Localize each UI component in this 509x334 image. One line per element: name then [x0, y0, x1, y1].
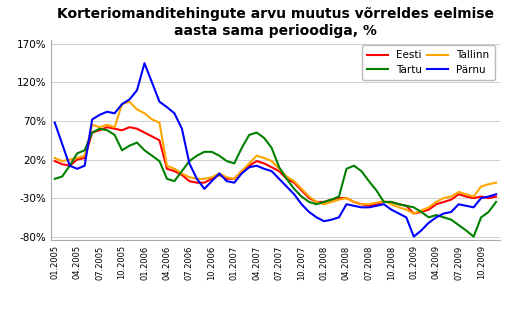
Pärnu	[141, 61, 147, 65]
Line: Tartu: Tartu	[54, 129, 495, 236]
Tartu	[201, 150, 207, 154]
Tartu	[492, 200, 498, 204]
Eesti	[410, 211, 416, 215]
Tallinn	[186, 175, 192, 179]
Pärnu	[201, 187, 207, 191]
Tartu	[171, 179, 177, 183]
Eesti	[104, 125, 110, 129]
Eesti	[335, 196, 342, 200]
Tallinn	[171, 167, 177, 171]
Pärnu	[126, 98, 132, 102]
Line: Tallinn: Tallinn	[54, 102, 495, 213]
Eesti	[201, 181, 207, 185]
Eesti	[134, 127, 140, 131]
Eesti	[186, 179, 192, 183]
Tartu	[208, 150, 214, 154]
Eesti	[492, 194, 498, 198]
Tallinn	[335, 198, 342, 202]
Eesti	[208, 177, 214, 181]
Pärnu	[186, 161, 192, 165]
Line: Pärnu: Pärnu	[54, 63, 495, 236]
Tartu	[134, 141, 140, 145]
Pärnu	[171, 111, 177, 115]
Tartu	[335, 194, 342, 198]
Tallinn	[201, 177, 207, 181]
Tartu	[96, 127, 102, 131]
Legend: Eesti, Tartu, Tallinn, Pärnu: Eesti, Tartu, Tallinn, Pärnu	[361, 45, 494, 80]
Eesti	[171, 169, 177, 173]
Pärnu	[51, 121, 58, 125]
Tallinn	[134, 108, 140, 112]
Line: Eesti: Eesti	[54, 127, 495, 213]
Tartu	[186, 159, 192, 163]
Pärnu	[208, 179, 214, 183]
Pärnu	[410, 234, 416, 238]
Pärnu	[492, 192, 498, 196]
Tallinn	[492, 181, 498, 185]
Title: Korteriomanditehingute arvu muutus võrreldes eelmise
aasta sama perioodiga, %: Korteriomanditehingute arvu muutus võrre…	[57, 7, 493, 37]
Tartu	[470, 234, 476, 238]
Tallinn	[410, 211, 416, 215]
Tallinn	[208, 175, 214, 179]
Tallinn	[126, 100, 132, 104]
Pärnu	[335, 215, 342, 219]
Eesti	[51, 159, 58, 163]
Tartu	[51, 177, 58, 181]
Tallinn	[51, 156, 58, 160]
